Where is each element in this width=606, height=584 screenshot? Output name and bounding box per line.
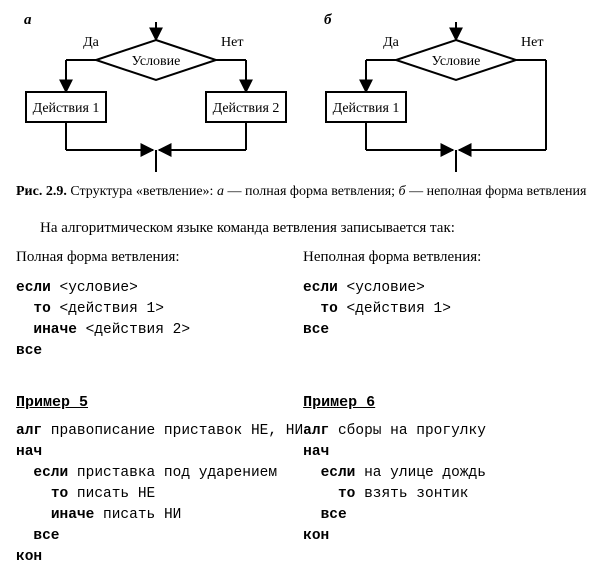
full-form-col: Полная форма ветвления: если <условие> т… [16, 249, 303, 362]
caption-bold: Рис. 2.9. [16, 184, 67, 199]
flowchart-diagrams: а Условие Да Нет Действия 1 Действия 2 [16, 10, 590, 175]
figure-caption: Рис. 2.9. Структура «ветвление»: а — пол… [16, 183, 590, 202]
action1-b: Действия 1 [333, 101, 400, 116]
action2-a: Действия 2 [213, 101, 280, 116]
diagram-b: б Условие Да Нет Действия 1 [324, 12, 546, 172]
short-form-title: Неполная форма ветвления: [303, 249, 590, 266]
example-5-code: алг правописание приставок НЕ, НИ нач ес… [16, 421, 303, 568]
condition-a: Условие [132, 54, 181, 69]
yes-label-a: Да [83, 35, 100, 50]
example-6-col: Пример 6 алг сборы на прогулку нач если … [303, 374, 590, 568]
action1-a: Действия 1 [33, 101, 100, 116]
short-form-col: Неполная форма ветвления: если <условие>… [303, 249, 590, 362]
full-form-title: Полная форма ветвления: [16, 249, 303, 266]
yes-label-b: Да [383, 35, 400, 50]
panel-label-b: б [324, 12, 332, 28]
short-form-code: если <условие> то <действия 1> все [303, 278, 590, 341]
panel-label-a: а [24, 12, 32, 28]
intro-text: На алгоритмическом языке команда ветвлен… [16, 220, 590, 237]
forms-row: Полная форма ветвления: если <условие> т… [16, 249, 590, 362]
flowchart-svg: а Условие Да Нет Действия 1 Действия 2 [16, 10, 590, 175]
no-label-a: Нет [221, 35, 243, 50]
caption-text-1: Структура «ветвление»: [67, 184, 217, 199]
full-form-code: если <условие> то <действия 1> иначе <де… [16, 278, 303, 362]
example-6-header: Пример 6 [303, 394, 590, 411]
no-label-b: Нет [521, 35, 543, 50]
caption-text-2: — полная форма ветвления; [224, 184, 399, 199]
example-6-code: алг сборы на прогулку нач если на улице … [303, 421, 590, 547]
example-5-header: Пример 5 [16, 394, 303, 411]
example-5-col: Пример 5 алг правописание приставок НЕ, … [16, 374, 303, 568]
caption-ital-b: б [399, 184, 406, 199]
caption-ital-a: а [217, 184, 224, 199]
examples-row: Пример 5 алг правописание приставок НЕ, … [16, 374, 590, 568]
caption-text-3: — неполная форма ветвления [406, 184, 587, 199]
diagram-a: а Условие Да Нет Действия 1 Действия 2 [24, 12, 286, 172]
condition-b: Условие [432, 54, 481, 69]
